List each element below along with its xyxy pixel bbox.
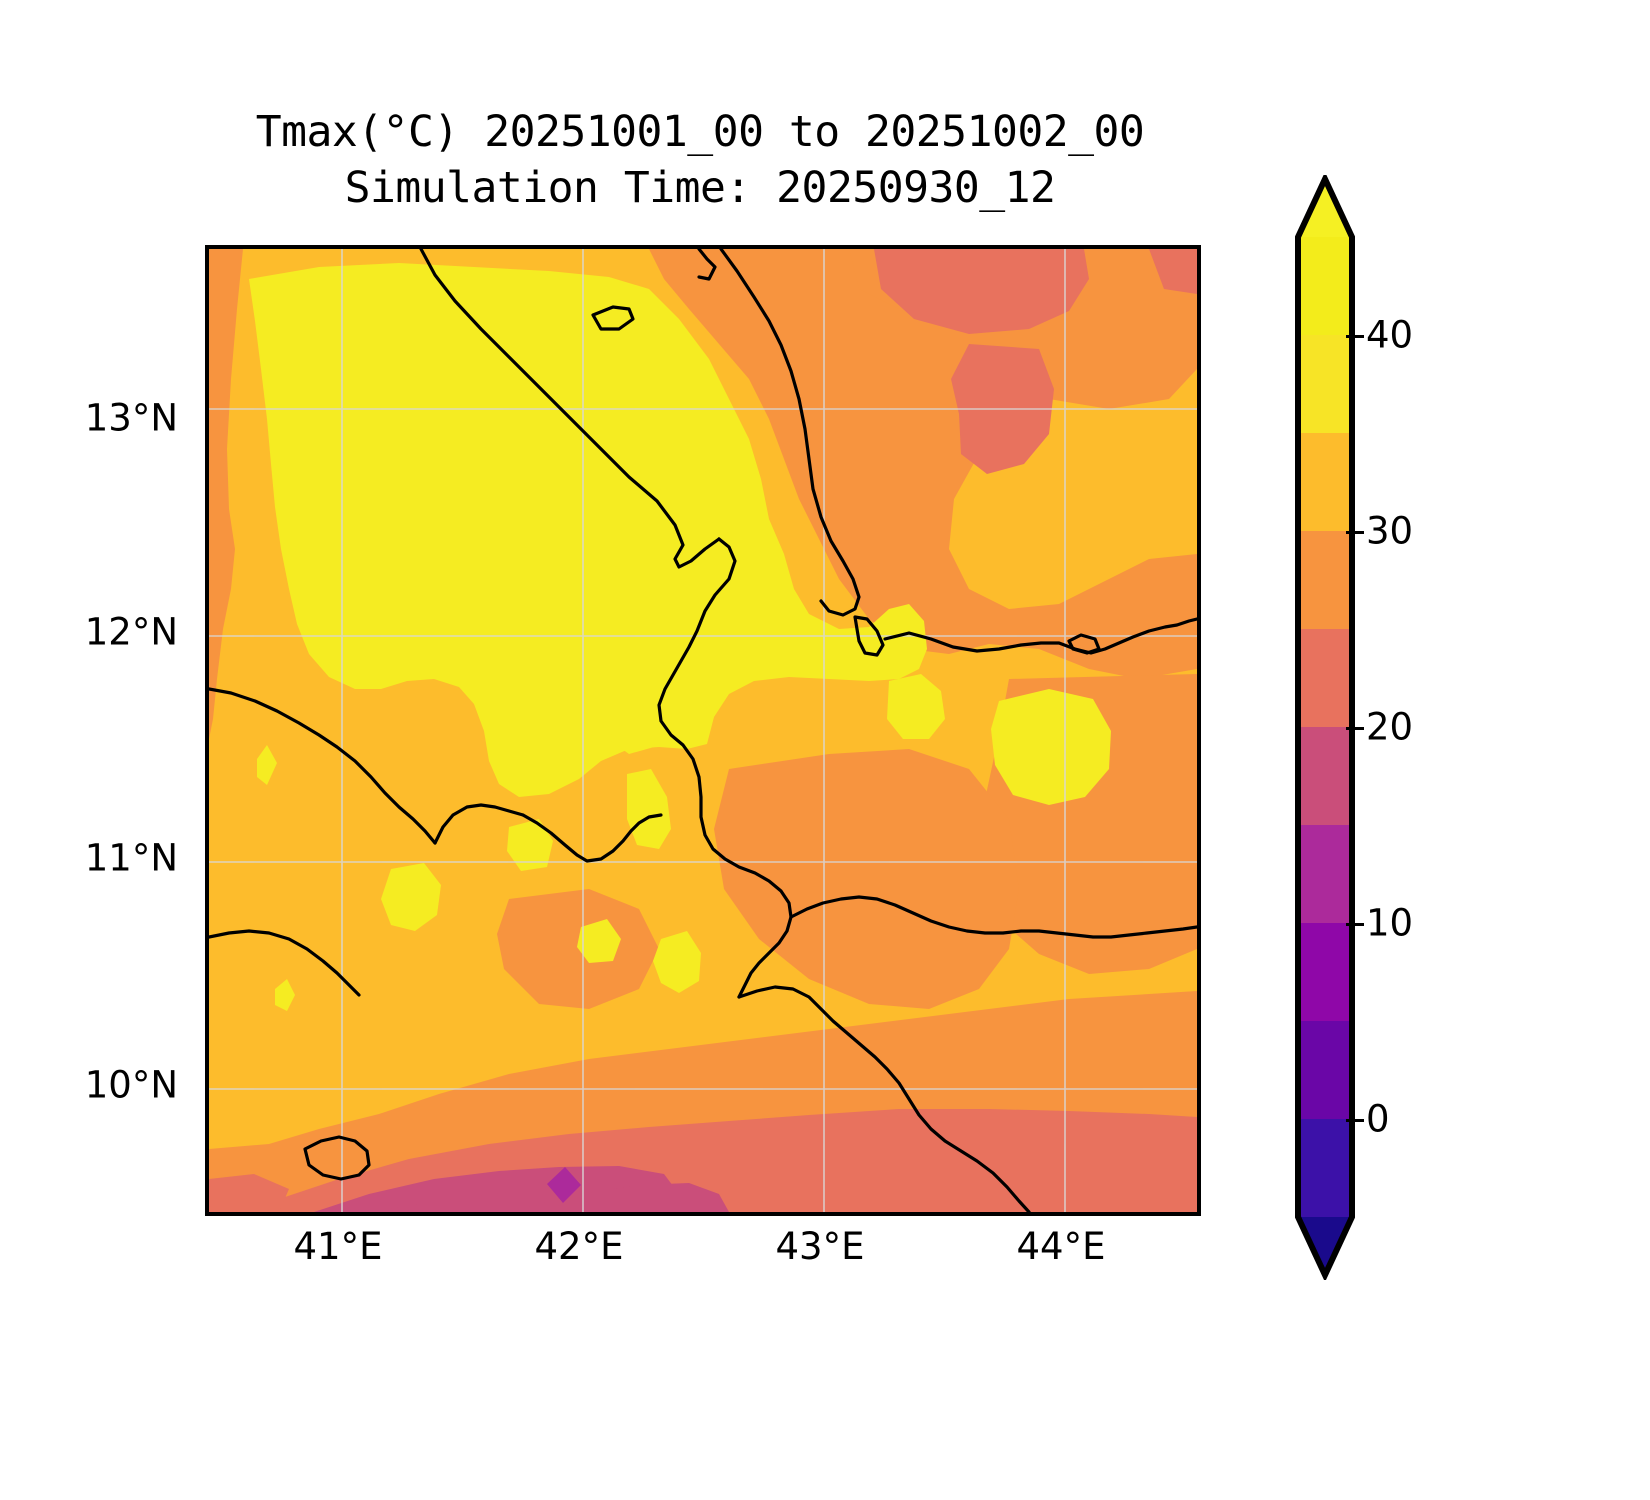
xtick-label-3: 44°E [1016,1225,1106,1268]
colorbar-tick-20 [1346,727,1364,730]
xtick-label-1: 42°E [534,1225,624,1268]
cbar-band-5-10 [1298,923,1352,1021]
ytick-label-3: 10°N [84,1063,178,1107]
colorbar-outline [1295,175,1355,1280]
xtick-label-2: 43°E [775,1225,865,1268]
xtick-label-0: 41°E [293,1225,383,1268]
contour-band-10-15 [547,1167,581,1203]
colorbar-label-30: 30 [1366,509,1414,553]
cbar-band-30-35 [1298,433,1352,531]
ytick-label-2: 11°N [84,836,178,880]
cbar-band-10-15 [1298,825,1352,923]
map-gridlines [209,249,1197,1212]
colorbar-tick-10 [1346,923,1364,926]
colorbar-over-arrow [1298,179,1352,237]
figure-title: Tmax(°C) 20251001_00 to 20251002_00 Simu… [205,105,1195,217]
map-canvas [209,249,1197,1212]
coastline-border-overlay [209,249,1197,1212]
cbar-band-0-5 [1298,1021,1352,1119]
colorbar: 40 30 20 10 0 [1294,175,1413,1280]
colorbar-gradient [1295,175,1355,1280]
title-line-2: Simulation Time: 20250930_12 [344,162,1056,213]
contour-band-15-20 [314,1166,729,1212]
cbar-band-40-45 [1298,237,1352,335]
colorbar-tick-30 [1346,531,1364,534]
colorbar-under-arrow [1298,1217,1352,1275]
cbar-band-15-20 [1298,727,1352,825]
colorbar-label-0: 0 [1366,1097,1390,1141]
cbar-band-20-25 [1298,629,1352,727]
cbar-band-25-30 [1298,531,1352,629]
contour-band-35-40 [249,263,1111,1011]
colorbar-tick-0 [1346,1119,1364,1122]
ytick-label-1: 12°N [84,610,178,654]
temperature-contour-field [209,249,1197,1212]
map-axes [205,245,1201,1216]
ytick-label-0: 13°N [84,396,178,440]
colorbar-label-40: 40 [1366,313,1414,357]
title-line-1: Tmax(°C) 20251001_00 to 20251002_00 [255,107,1145,157]
colorbar-label-20: 20 [1366,705,1414,749]
cbar-band-neg5-0 [1298,1119,1352,1217]
colorbar-tick-40 [1346,335,1364,338]
colorbar-label-10: 10 [1366,901,1414,945]
cbar-band-35-40 [1298,335,1352,433]
